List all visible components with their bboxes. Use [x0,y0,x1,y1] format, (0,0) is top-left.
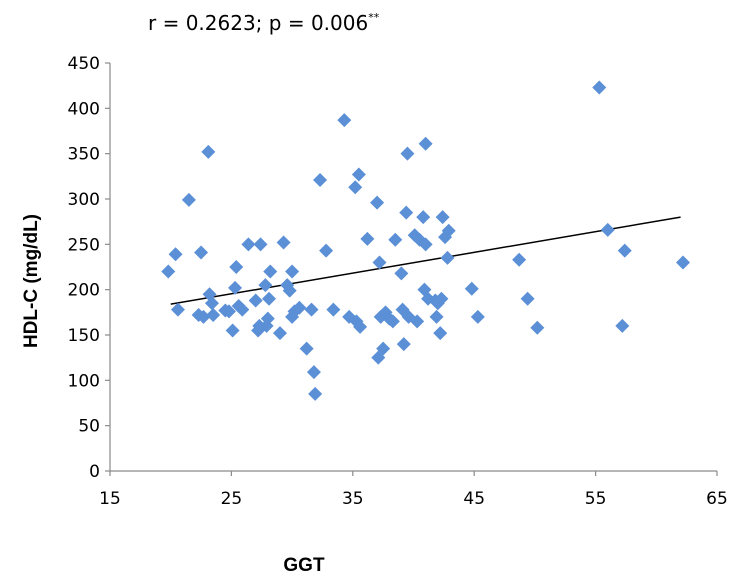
data-points [161,80,691,401]
y-axis: 0 50 100 150 200 250 300 350 400 450 [68,54,111,482]
data-point [168,247,183,262]
data-point [308,386,323,401]
y-tick-label: 200 [68,281,100,301]
data-point [206,308,221,323]
data-point [292,300,307,315]
x-tick-label: 25 [221,489,243,509]
y-tick-label: 300 [68,190,100,210]
data-point [410,314,425,329]
data-point [418,136,433,151]
data-point [194,245,209,260]
data-point [252,318,267,333]
data-point [433,326,448,341]
data-point [376,341,391,356]
data-point [326,302,341,317]
data-point [399,205,414,220]
data-point [416,210,431,225]
data-point [304,302,319,317]
data-point [440,250,455,265]
data-point [262,291,277,306]
data-point [282,283,297,298]
annotation-main: r = 0.2623; p = 0.006 [148,11,368,35]
data-point [299,341,314,356]
x-tick-label: 55 [585,489,607,509]
data-point [253,237,268,252]
x-axis-title: GGT [283,555,325,576]
data-point [272,326,287,341]
x-tick-label: 15 [99,489,121,509]
data-point [388,232,403,247]
data-point [221,304,236,319]
data-point [464,281,479,296]
data-point [196,309,211,324]
data-point [592,80,607,95]
data-point [370,195,385,210]
data-point [435,210,450,225]
data-point [470,309,485,324]
y-tick-label: 450 [68,54,100,74]
data-point [676,255,691,270]
data-point [258,278,273,293]
data-point [396,337,411,352]
data-point [615,318,630,333]
data-point [385,314,400,329]
data-point [229,260,244,274]
y-tick-label: 0 [89,462,100,482]
y-tick-label: 100 [68,371,100,391]
x-tick-label: 65 [706,489,728,509]
data-point [181,192,196,207]
data-point [351,167,366,182]
data-point [360,231,375,246]
x-axis: 15 25 35 45 55 65 [99,470,728,509]
data-point [394,266,409,281]
data-point [260,311,275,326]
data-point [170,302,185,317]
data-point [520,291,535,306]
y-tick-label: 350 [68,145,100,165]
data-point [337,113,352,128]
data-point [418,237,433,252]
data-point [617,243,632,258]
data-point [228,280,243,295]
data-point [276,235,291,250]
y-tick-label: 400 [68,99,100,119]
data-point [204,296,219,311]
data-point [348,180,363,195]
y-tick-label: 50 [78,417,100,437]
y-tick-label: 250 [68,235,100,255]
data-point [263,264,278,279]
data-point [235,302,250,317]
data-point [429,309,444,324]
data-point [313,172,328,187]
trendline-group [170,216,681,305]
data-point [600,222,615,237]
data-point [285,264,300,279]
data-point [372,255,387,270]
chart-annotation: r = 0.2623; p = 0.006** [148,11,380,35]
trendline [170,216,681,305]
annotation-superscript: ** [368,11,380,24]
y-axis-title: HDL-C (mg/dL) [21,214,42,348]
data-point [441,223,456,238]
data-point [400,146,415,161]
data-point [248,293,263,308]
data-point [225,323,240,338]
x-tick-label: 45 [463,489,485,509]
data-point [306,365,321,380]
data-point [434,291,449,306]
data-point [530,320,545,335]
data-point [512,252,527,267]
data-point [201,144,216,159]
data-point [353,319,368,334]
x-tick-label: 35 [342,489,364,509]
y-tick-label: 150 [68,326,100,346]
data-point [161,264,176,279]
data-point [319,243,334,258]
data-point [241,237,256,252]
